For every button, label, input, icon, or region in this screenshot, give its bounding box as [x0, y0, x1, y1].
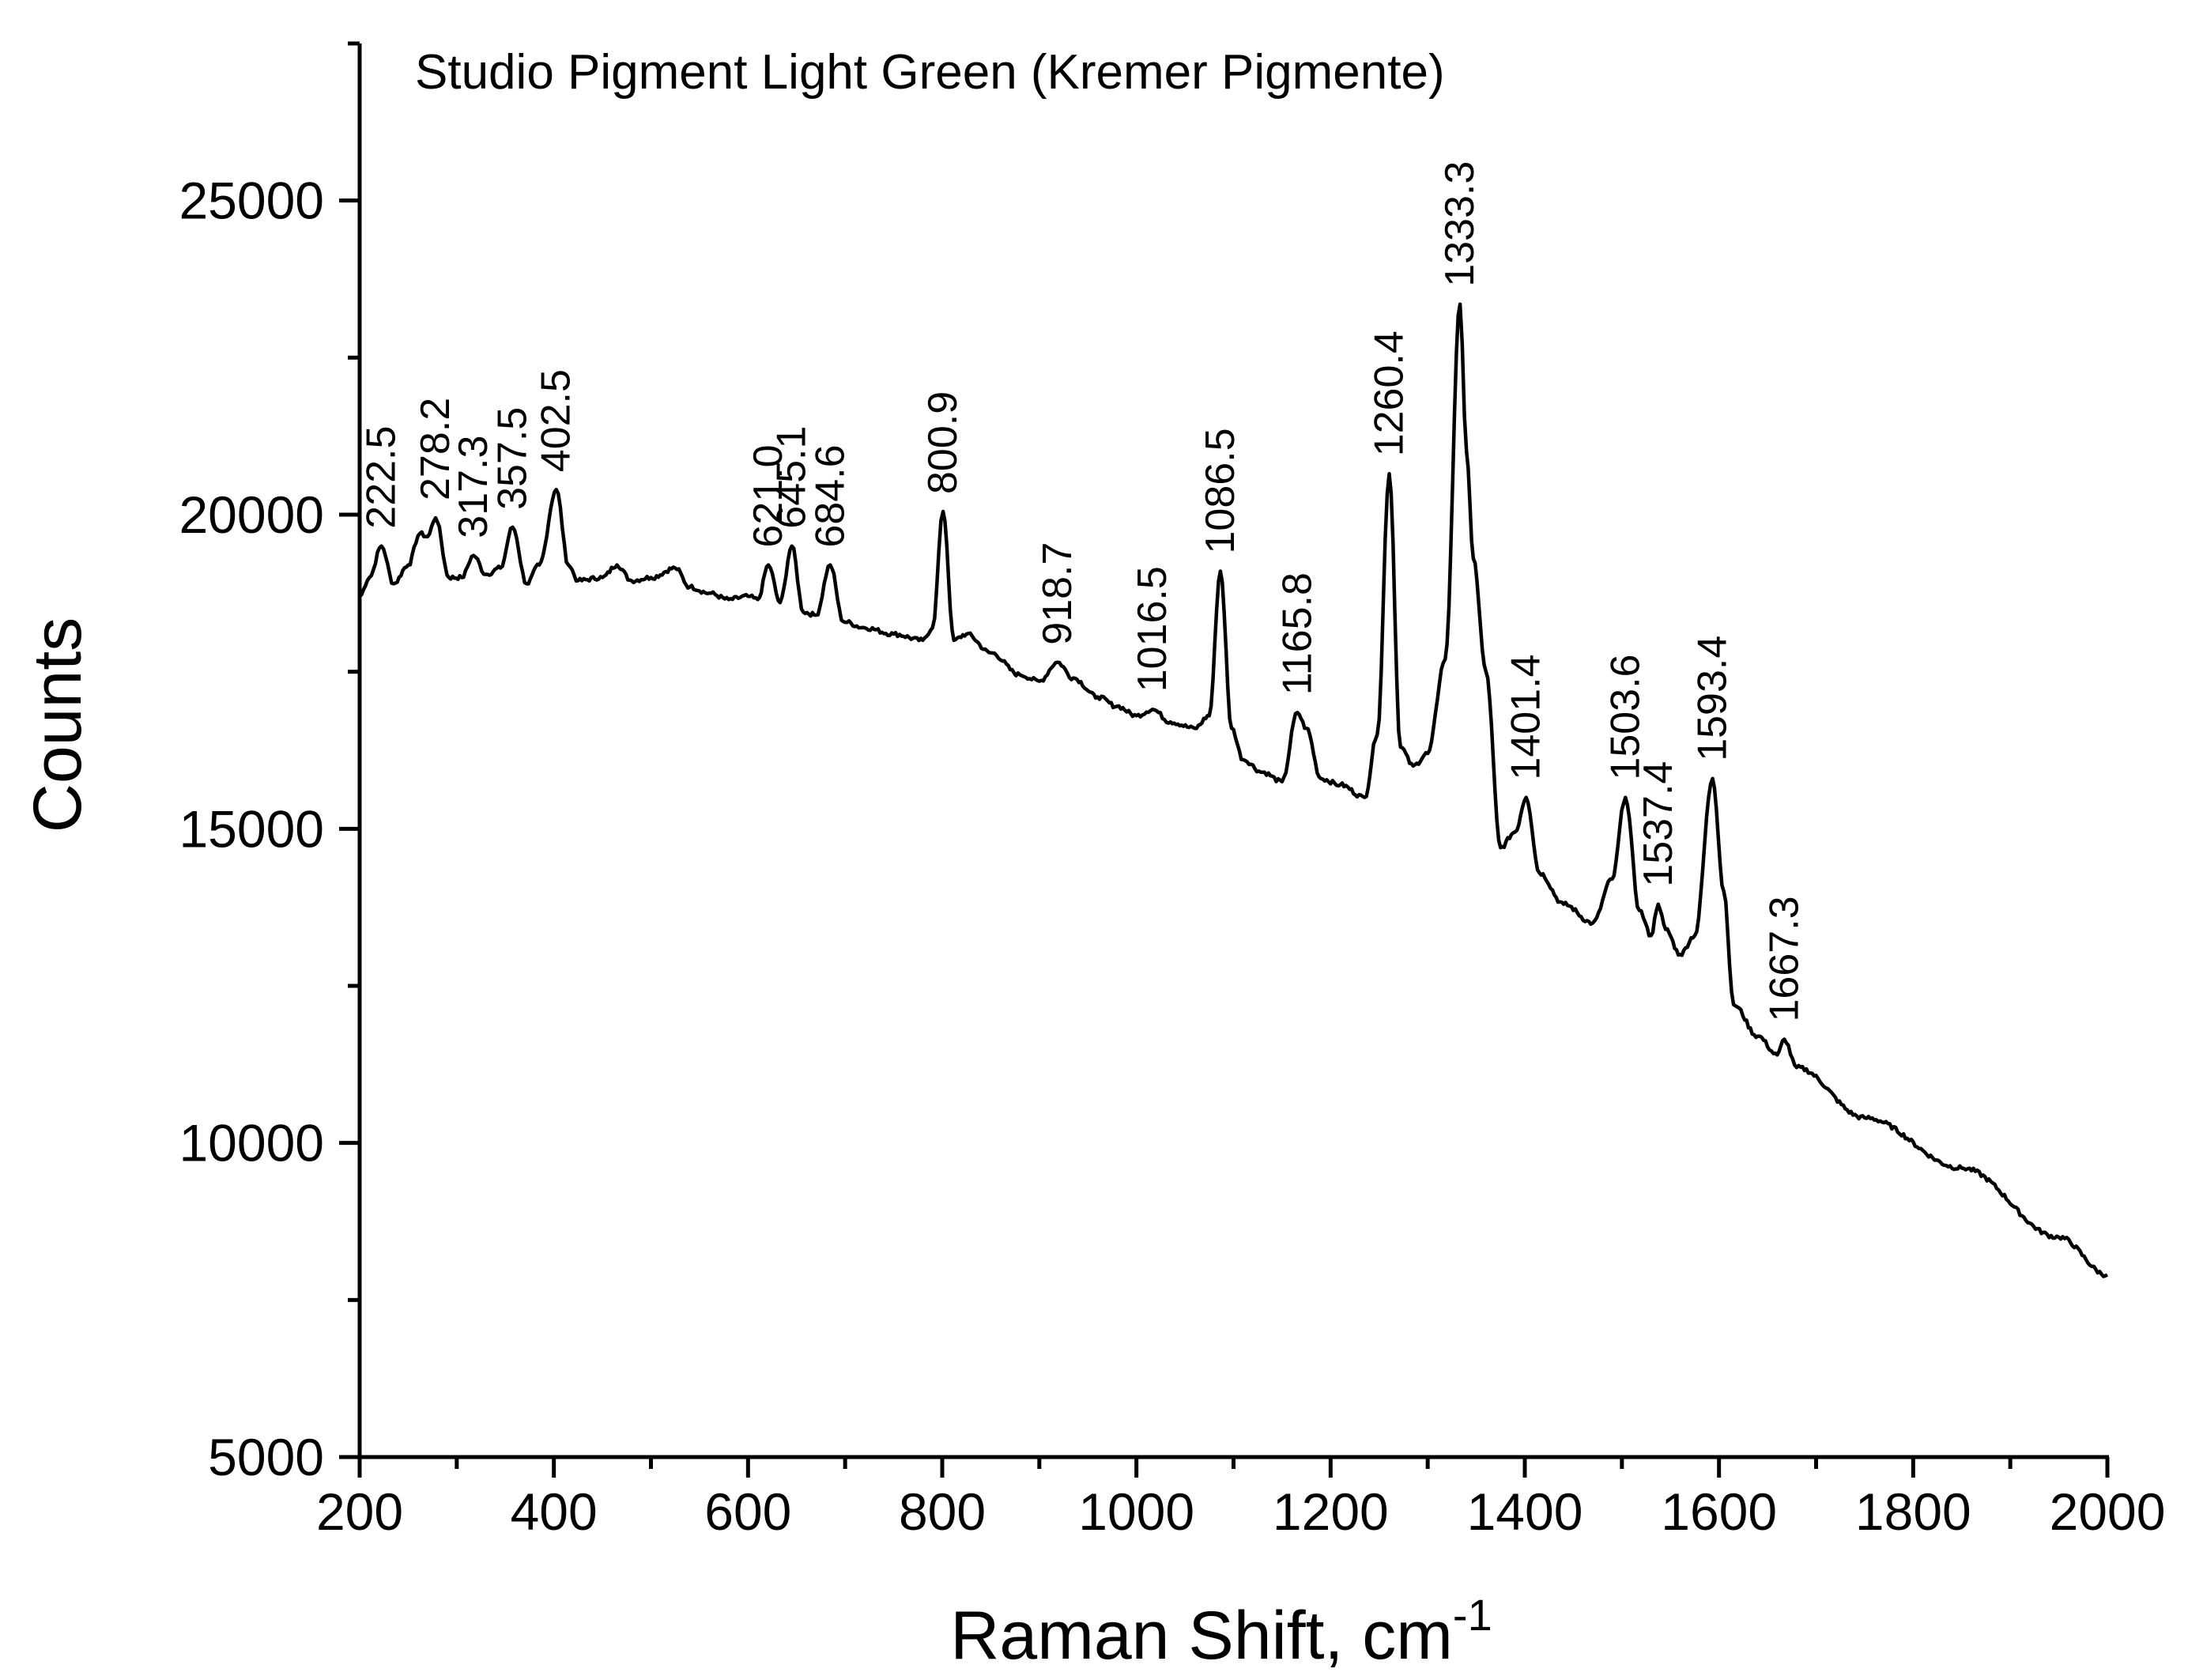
peak-label: 278.2: [413, 398, 458, 500]
peak-label: 1016.5: [1130, 566, 1175, 692]
peak-label: 1333.3: [1437, 161, 1483, 287]
y-tick-label: 25000: [179, 172, 324, 230]
x-axis-title: Raman Shift, cm-1: [950, 1590, 1492, 1674]
y-tick-label: 20000: [179, 485, 324, 544]
peak-label: 222.5: [359, 426, 405, 529]
peak-label: 1260.4: [1367, 330, 1413, 456]
x-tick-label: 1600: [1661, 1482, 1777, 1541]
chart-title: Studio Pigment Light Green (Kremer Pigme…: [415, 45, 1445, 100]
x-axis-title-main: Raman Shift, cm: [950, 1598, 1453, 1674]
x-axis-ticks: 200 400 600 800 1000 1200 1400 1600 1800 2000: [316, 1457, 2165, 1541]
peak-label: 800.9: [920, 391, 966, 494]
peak-label: 621.0: [745, 444, 791, 547]
x-tick-label: 1000: [1078, 1482, 1194, 1541]
x-tick-label: 1400: [1467, 1482, 1583, 1541]
peak-label: 402.5: [534, 369, 579, 472]
x-tick-label: 1800: [1855, 1482, 1971, 1541]
peak-label: 645.1: [769, 426, 815, 529]
peak-label: 1593.4: [1690, 636, 1736, 761]
y-tick-label: 5000: [208, 1428, 324, 1486]
x-tick-label: 200: [316, 1482, 403, 1541]
y-axis-ticks: 5000 10000 15000 20000 25000: [179, 41, 360, 1486]
x-tick-label: 400: [511, 1482, 598, 1541]
x-tick-label: 800: [899, 1482, 986, 1541]
peak-label: 1537.4: [1635, 761, 1681, 887]
peak-label: 684.6: [807, 444, 853, 547]
peak-label: 317.3: [451, 436, 496, 538]
y-axis-title: Counts: [20, 617, 96, 833]
peak-label: 1401.4: [1503, 655, 1549, 780]
y-tick-label: 15000: [179, 799, 324, 858]
spectrum-line: [358, 302, 2108, 1278]
peak-label: 1165.8: [1274, 572, 1320, 695]
peak-label: 918.7: [1035, 542, 1081, 645]
y-tick-label: 10000: [179, 1114, 324, 1172]
x-tick-label: 600: [704, 1482, 791, 1541]
peak-label: 1503.6: [1602, 655, 1648, 780]
peak-label: 1086.5: [1198, 428, 1243, 553]
x-tick-label: 2000: [2050, 1482, 2166, 1541]
peak-label: 1667.3: [1761, 896, 1807, 1021]
x-tick-label: 1200: [1273, 1482, 1389, 1541]
peak-label: 357.5: [490, 407, 536, 510]
x-axis-title-superscript: -1: [1453, 1590, 1492, 1640]
